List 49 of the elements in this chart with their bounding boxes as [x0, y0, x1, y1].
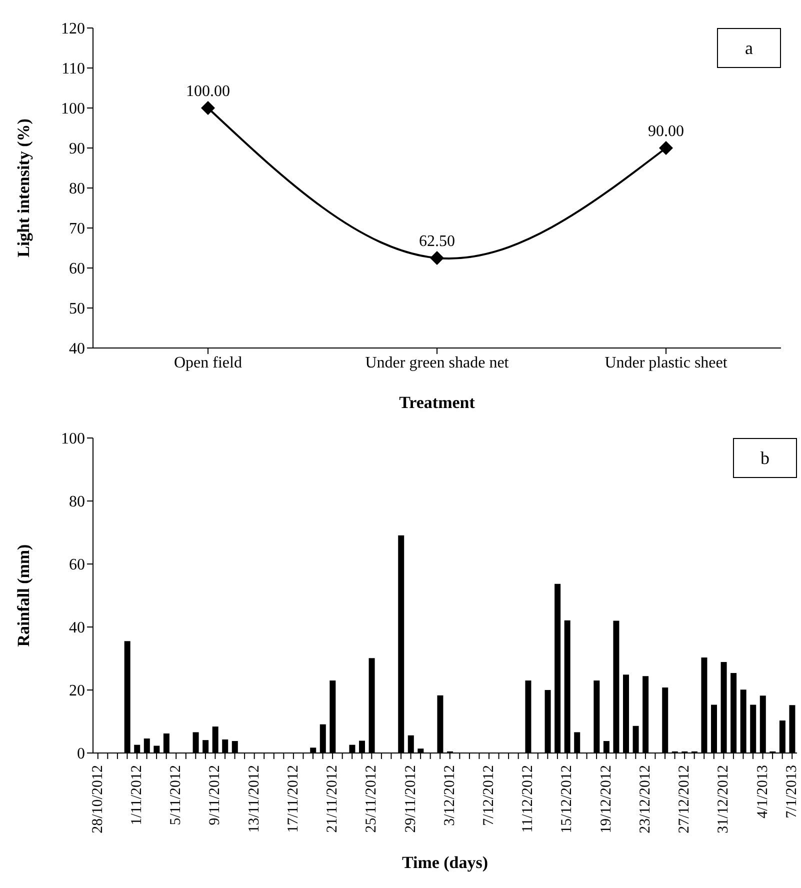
y-tick-label: 110: [62, 60, 85, 78]
x-tick-label: 25/11/2012: [364, 765, 380, 833]
x-tick-label: 1/11/2012: [129, 765, 145, 826]
x-tick-label: 28/10/2012: [90, 765, 106, 834]
x-tick-label: 29/11/2012: [402, 765, 419, 833]
x-tick-label: 4/1/2013: [754, 765, 771, 818]
y-tick-label: 120: [61, 20, 85, 38]
x-tick-label: 11/12/2012: [520, 765, 536, 833]
x-tick-label: 9/11/2012: [207, 765, 224, 826]
y-axis-title: Light intensity (%): [14, 118, 34, 258]
point: [430, 251, 444, 265]
point: [201, 101, 215, 115]
x-axis-title: Time (days): [402, 853, 488, 872]
x-axis-title: Treatment: [399, 393, 476, 412]
y-tick-label: 0: [77, 746, 85, 763]
y-tick-label: 70: [69, 220, 85, 238]
x-tick-label: 7/1/2013: [784, 765, 800, 818]
y-tick-label: 100: [61, 100, 85, 118]
x-tick-label: Under green shade net: [365, 354, 510, 372]
y-tick-label: 80: [69, 494, 85, 511]
y-tick-label: 60: [69, 556, 85, 574]
x-tick-label: 23/12/2012: [637, 765, 654, 834]
x-tick-label: 15/12/2012: [559, 765, 576, 834]
point: [659, 141, 673, 155]
y-tick-label: 80: [69, 180, 85, 198]
annotation: b: [733, 438, 797, 478]
y-tick-label: 90: [69, 140, 85, 158]
x-tick-label: Open field: [174, 354, 242, 372]
y-tick-label: 40: [69, 620, 85, 637]
annotation: a: [717, 28, 781, 68]
y-tick-label: 20: [69, 682, 85, 700]
y-tick-label: 60: [69, 260, 85, 278]
x-tick-label: 17/11/2012: [285, 765, 302, 833]
x-tick-label: 3/12/2012: [442, 765, 458, 826]
x-tick-label: 31/12/2012: [716, 765, 732, 834]
x-tick-label: 19/12/2012: [598, 765, 614, 834]
x-tick-label: 13/11/2012: [246, 765, 262, 833]
x-tick-label: 5/11/2012: [168, 765, 184, 826]
data-label: 90.00: [648, 123, 684, 140]
y-tick-label: 100: [61, 430, 85, 448]
x-tick-label: 27/12/2012: [676, 765, 693, 834]
data-label: 62.50: [419, 233, 455, 250]
y-axis-title: Rainfall (mm): [14, 544, 34, 647]
y-tick-label: 50: [69, 300, 85, 318]
x-tick-label: Under plastic sheet: [604, 354, 728, 372]
data-label: 100.00: [186, 83, 230, 100]
y-tick-label: 40: [69, 340, 85, 358]
x-tick-label: 21/11/2012: [324, 765, 341, 833]
x-tick-label: 7/12/2012: [481, 765, 497, 826]
